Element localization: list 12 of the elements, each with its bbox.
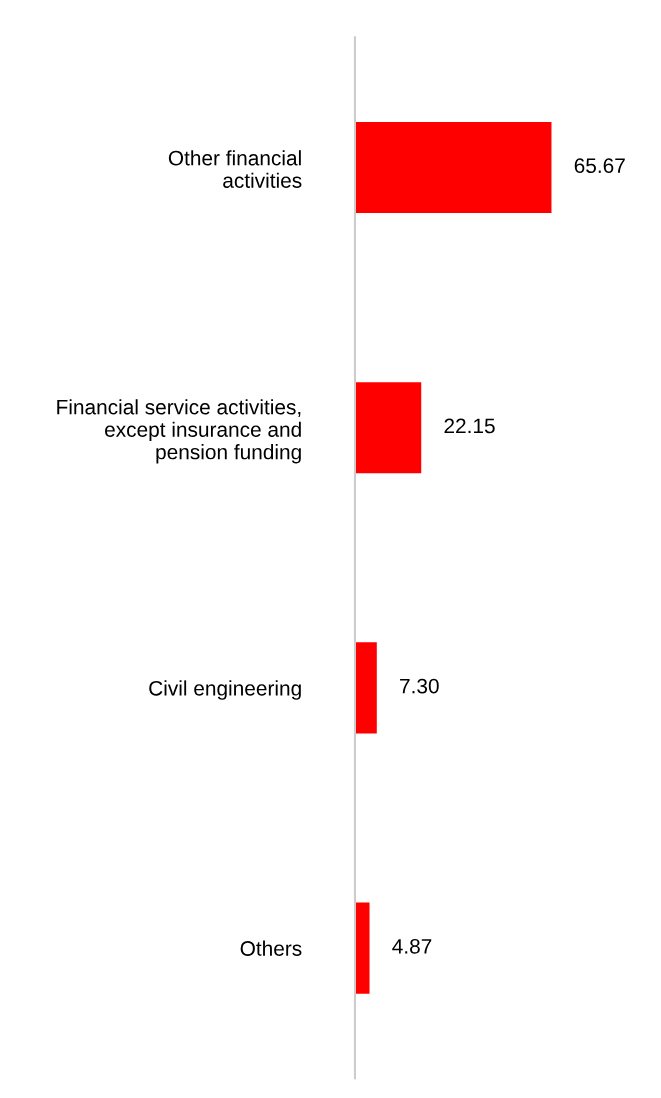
data-label: 65.67 <box>574 158 625 174</box>
y-tick-label: Civil engineering <box>149 680 301 700</box>
bar <box>354 902 370 994</box>
bar <box>354 121 552 213</box>
bar <box>354 382 422 474</box>
y-tick-label: Other financial activities <box>168 150 302 188</box>
y-tick-label: Others <box>240 940 302 956</box>
data-label: 7.30 <box>400 678 439 694</box>
y-tick-label: Financial service activities, except insurance and pension funding <box>57 399 301 464</box>
data-label: 4.87 <box>392 938 432 954</box>
bar <box>354 642 377 734</box>
data-label: 22.15 <box>444 418 495 434</box>
